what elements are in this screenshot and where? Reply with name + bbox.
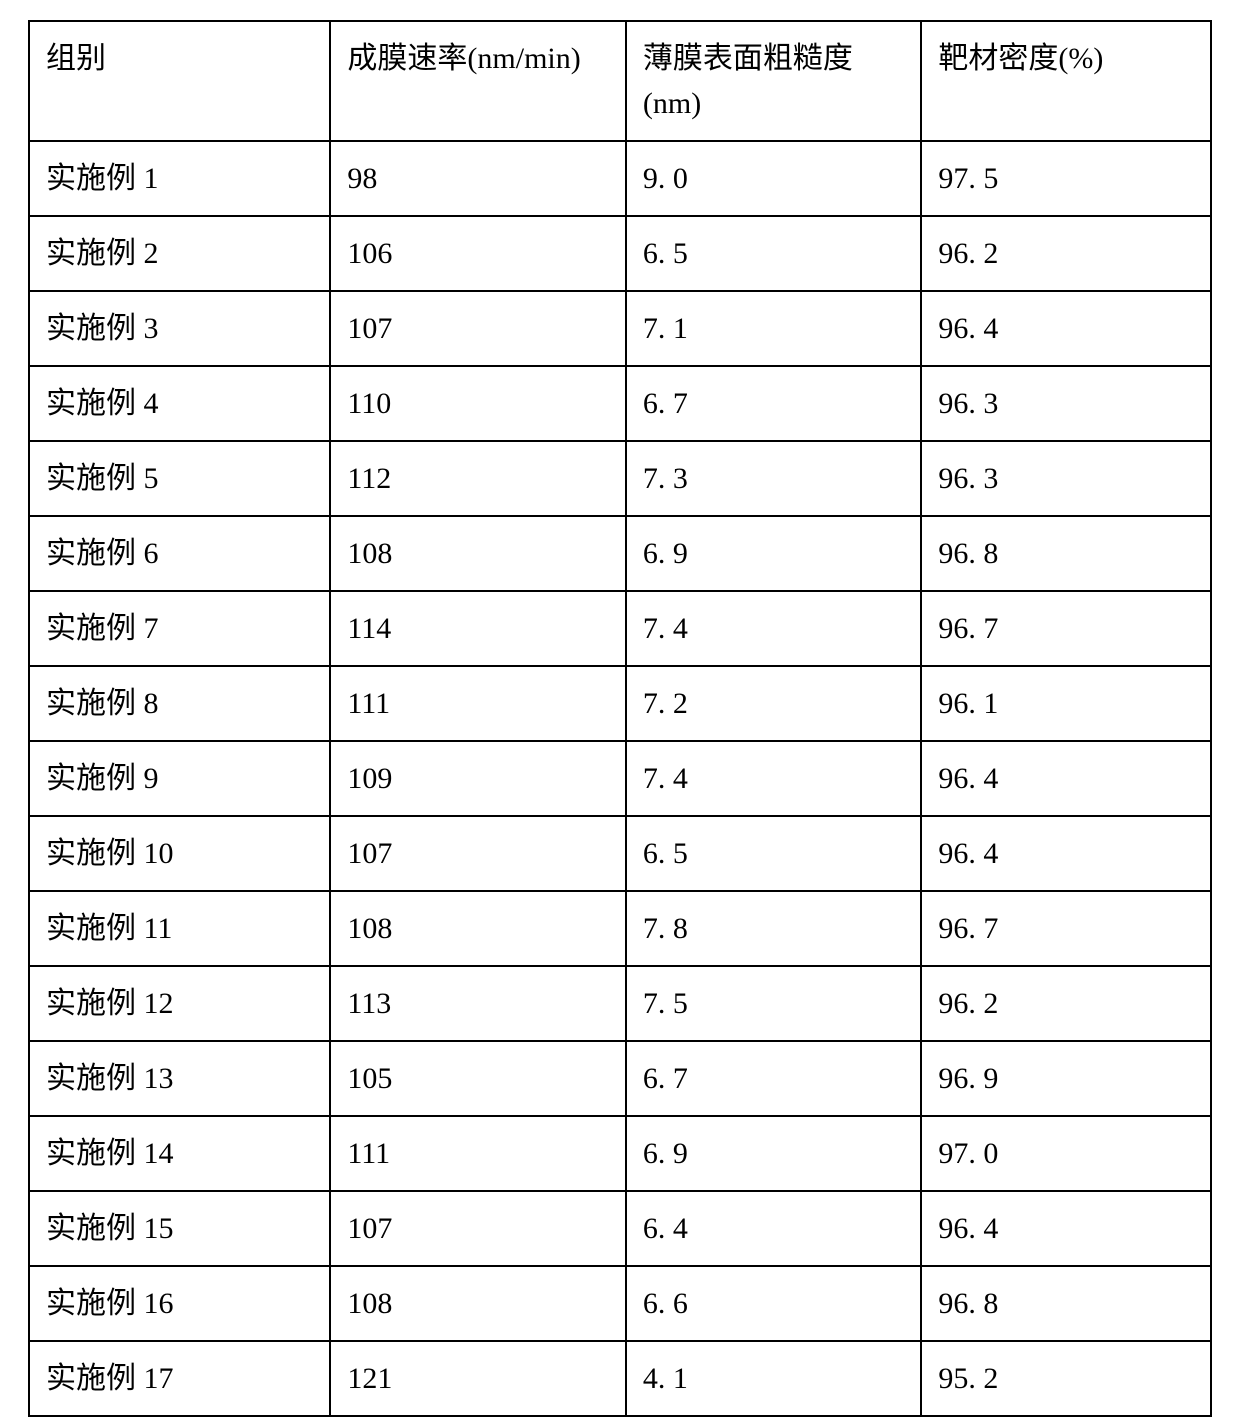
cell-density: 96. 8 xyxy=(921,516,1211,591)
header-roughness: 薄膜表面粗糙度(nm) xyxy=(626,21,922,141)
cell-roughness: 7. 2 xyxy=(626,666,922,741)
table-row: 实施例 71147. 496. 7 xyxy=(29,591,1211,666)
cell-density: 96. 4 xyxy=(921,741,1211,816)
table-row: 实施例 141116. 997. 0 xyxy=(29,1116,1211,1191)
cell-roughness: 7. 3 xyxy=(626,441,922,516)
cell-rate: 113 xyxy=(330,966,626,1041)
cell-rate: 109 xyxy=(330,741,626,816)
table-row: 实施例 121137. 596. 2 xyxy=(29,966,1211,1041)
table-row: 实施例 161086. 696. 8 xyxy=(29,1266,1211,1341)
header-density: 靶材密度(%) xyxy=(921,21,1211,141)
table-row: 实施例 131056. 796. 9 xyxy=(29,1041,1211,1116)
cell-density: 96. 4 xyxy=(921,291,1211,366)
cell-density: 97. 5 xyxy=(921,141,1211,216)
table-row: 实施例 81117. 296. 1 xyxy=(29,666,1211,741)
cell-group: 实施例 13 xyxy=(29,1041,330,1116)
cell-group: 实施例 17 xyxy=(29,1341,330,1416)
table-body: 实施例 1989. 097. 5实施例 21066. 596. 2实施例 310… xyxy=(29,141,1211,1416)
cell-density: 96. 8 xyxy=(921,1266,1211,1341)
cell-roughness: 6. 5 xyxy=(626,816,922,891)
cell-density: 96. 1 xyxy=(921,666,1211,741)
cell-density: 96. 3 xyxy=(921,441,1211,516)
cell-density: 97. 0 xyxy=(921,1116,1211,1191)
cell-group: 实施例 1 xyxy=(29,141,330,216)
table-row: 实施例 171214. 195. 2 xyxy=(29,1341,1211,1416)
cell-rate: 107 xyxy=(330,1191,626,1266)
cell-density: 96. 2 xyxy=(921,966,1211,1041)
cell-roughness: 7. 4 xyxy=(626,591,922,666)
cell-group: 实施例 15 xyxy=(29,1191,330,1266)
cell-group: 实施例 16 xyxy=(29,1266,330,1341)
cell-rate: 105 xyxy=(330,1041,626,1116)
table-row: 实施例 151076. 496. 4 xyxy=(29,1191,1211,1266)
cell-density: 96. 2 xyxy=(921,216,1211,291)
cell-roughness: 7. 1 xyxy=(626,291,922,366)
cell-roughness: 6. 9 xyxy=(626,516,922,591)
cell-rate: 108 xyxy=(330,516,626,591)
cell-group: 实施例 6 xyxy=(29,516,330,591)
header-group: 组别 xyxy=(29,21,330,141)
table-row: 实施例 91097. 496. 4 xyxy=(29,741,1211,816)
cell-roughness: 6. 7 xyxy=(626,1041,922,1116)
table-row: 实施例 21066. 596. 2 xyxy=(29,216,1211,291)
cell-rate: 111 xyxy=(330,666,626,741)
cell-rate: 98 xyxy=(330,141,626,216)
table-header-row: 组别 成膜速率(nm/min) 薄膜表面粗糙度(nm) 靶材密度(%) xyxy=(29,21,1211,141)
cell-rate: 110 xyxy=(330,366,626,441)
table-row: 实施例 111087. 896. 7 xyxy=(29,891,1211,966)
cell-group: 实施例 12 xyxy=(29,966,330,1041)
data-table: 组别 成膜速率(nm/min) 薄膜表面粗糙度(nm) 靶材密度(%) 实施例 … xyxy=(28,20,1212,1417)
table-row: 实施例 101076. 596. 4 xyxy=(29,816,1211,891)
cell-density: 96. 4 xyxy=(921,1191,1211,1266)
cell-rate: 112 xyxy=(330,441,626,516)
cell-rate: 121 xyxy=(330,1341,626,1416)
table-row: 实施例 41106. 796. 3 xyxy=(29,366,1211,441)
cell-roughness: 7. 5 xyxy=(626,966,922,1041)
cell-roughness: 9. 0 xyxy=(626,141,922,216)
cell-rate: 107 xyxy=(330,816,626,891)
cell-density: 96. 4 xyxy=(921,816,1211,891)
cell-rate: 107 xyxy=(330,291,626,366)
cell-rate: 111 xyxy=(330,1116,626,1191)
cell-group: 实施例 2 xyxy=(29,216,330,291)
table-row: 实施例 31077. 196. 4 xyxy=(29,291,1211,366)
cell-group: 实施例 4 xyxy=(29,366,330,441)
cell-density: 96. 7 xyxy=(921,891,1211,966)
table-row: 实施例 61086. 996. 8 xyxy=(29,516,1211,591)
cell-group: 实施例 10 xyxy=(29,816,330,891)
cell-roughness: 6. 9 xyxy=(626,1116,922,1191)
cell-rate: 108 xyxy=(330,1266,626,1341)
cell-roughness: 6. 5 xyxy=(626,216,922,291)
cell-group: 实施例 14 xyxy=(29,1116,330,1191)
cell-group: 实施例 9 xyxy=(29,741,330,816)
cell-group: 实施例 3 xyxy=(29,291,330,366)
cell-group: 实施例 7 xyxy=(29,591,330,666)
cell-group: 实施例 11 xyxy=(29,891,330,966)
cell-rate: 114 xyxy=(330,591,626,666)
header-rate: 成膜速率(nm/min) xyxy=(330,21,626,141)
cell-roughness: 6. 7 xyxy=(626,366,922,441)
cell-roughness: 7. 4 xyxy=(626,741,922,816)
cell-rate: 108 xyxy=(330,891,626,966)
cell-rate: 106 xyxy=(330,216,626,291)
cell-roughness: 6. 6 xyxy=(626,1266,922,1341)
table-row: 实施例 1989. 097. 5 xyxy=(29,141,1211,216)
cell-group: 实施例 8 xyxy=(29,666,330,741)
cell-density: 96. 7 xyxy=(921,591,1211,666)
cell-density: 95. 2 xyxy=(921,1341,1211,1416)
cell-roughness: 7. 8 xyxy=(626,891,922,966)
cell-roughness: 6. 4 xyxy=(626,1191,922,1266)
cell-density: 96. 3 xyxy=(921,366,1211,441)
cell-roughness: 4. 1 xyxy=(626,1341,922,1416)
cell-group: 实施例 5 xyxy=(29,441,330,516)
cell-density: 96. 9 xyxy=(921,1041,1211,1116)
table-row: 实施例 51127. 396. 3 xyxy=(29,441,1211,516)
